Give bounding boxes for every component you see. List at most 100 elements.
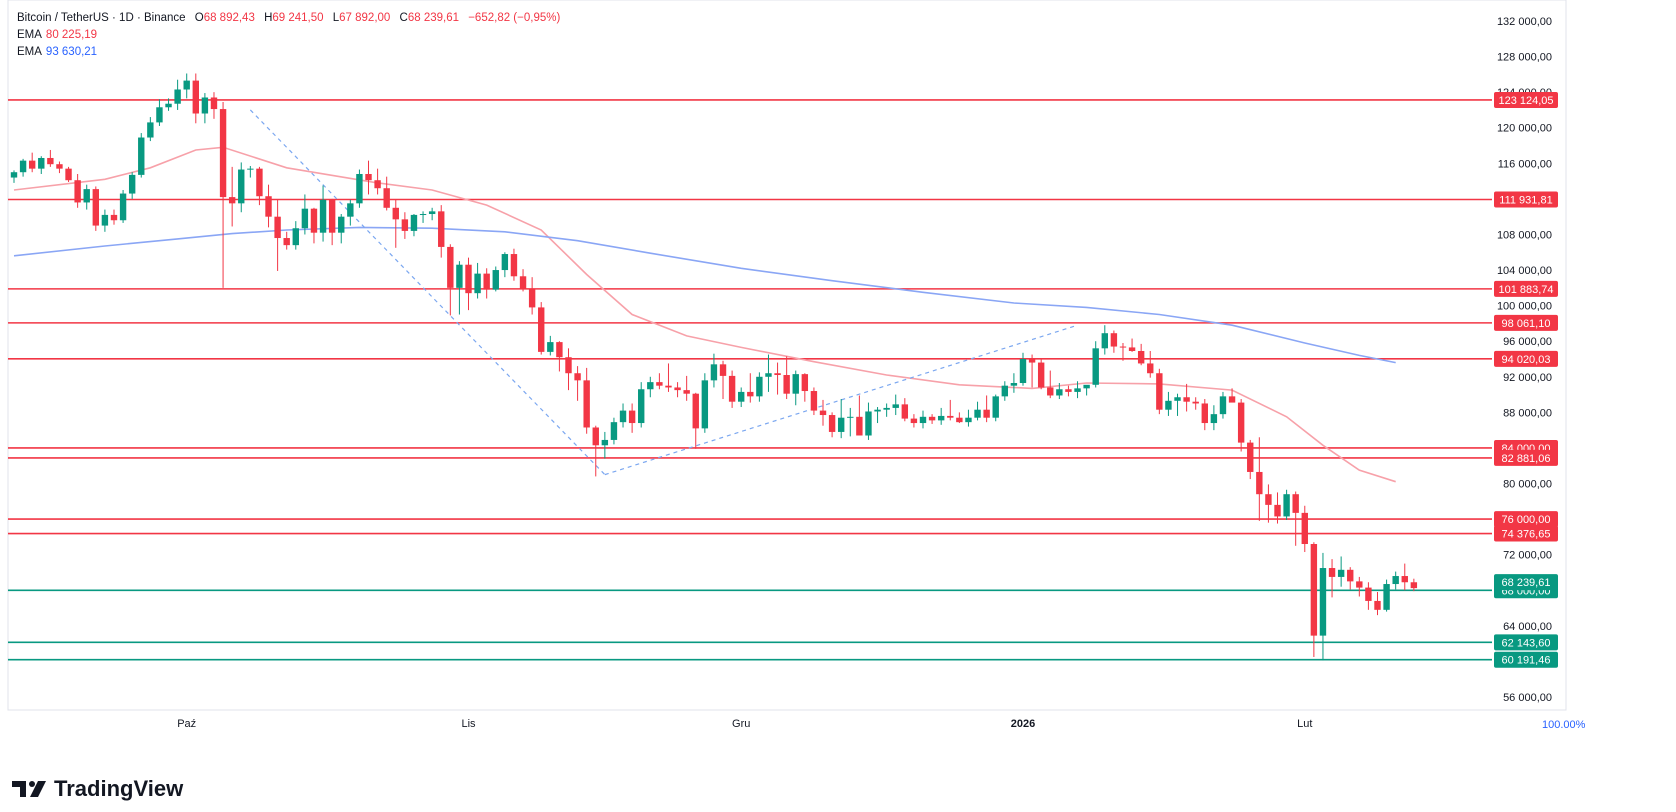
candle-body bbox=[165, 103, 172, 108]
candle bbox=[47, 149, 54, 167]
candle-body bbox=[756, 376, 763, 397]
ema-slow-line bbox=[13, 226, 1396, 364]
candle bbox=[138, 133, 145, 178]
candle bbox=[247, 165, 254, 178]
candle-body bbox=[965, 417, 972, 423]
candle-body bbox=[174, 89, 181, 104]
candle bbox=[238, 162, 245, 213]
level-label-bg bbox=[1494, 634, 1558, 651]
y-tick-label: 108 000,00 bbox=[1497, 229, 1552, 241]
candle bbox=[192, 73, 199, 124]
ema-slow-row[interactable]: EMA 93 630,21 bbox=[17, 44, 560, 61]
candle bbox=[92, 186, 100, 231]
candle bbox=[1328, 559, 1336, 598]
candle bbox=[1028, 354, 1036, 388]
y-tick-label: 132 000,00 bbox=[1497, 16, 1552, 28]
time-axis[interactable]: Paź Lis Gru 2026 Lut bbox=[177, 718, 1312, 730]
candle-body bbox=[38, 157, 45, 169]
candle-body bbox=[592, 427, 599, 446]
candle bbox=[765, 354, 772, 392]
candle bbox=[1110, 330, 1118, 353]
candle bbox=[1319, 552, 1327, 661]
ema-fast-row[interactable]: EMA 80 225,19 bbox=[17, 27, 560, 44]
candle bbox=[892, 394, 899, 416]
candle bbox=[419, 211, 427, 223]
candle-body bbox=[1019, 359, 1027, 384]
candle bbox=[583, 367, 590, 434]
candle bbox=[1065, 385, 1072, 397]
candle-body bbox=[201, 97, 209, 114]
candle bbox=[510, 248, 518, 281]
candle bbox=[383, 176, 390, 211]
close-label: C bbox=[399, 12, 408, 24]
candle bbox=[147, 117, 154, 142]
candle bbox=[556, 341, 563, 372]
candle-body bbox=[1319, 568, 1327, 636]
x-tick-label: 2026 bbox=[1011, 718, 1035, 730]
candle bbox=[974, 401, 981, 421]
candle-body bbox=[738, 391, 745, 402]
candle-body bbox=[1137, 350, 1145, 364]
candle bbox=[747, 373, 754, 403]
level-label: 62 143,60 bbox=[1502, 637, 1551, 649]
level-label: 98 061,10 bbox=[1502, 318, 1551, 330]
symbol-title[interactable]: Bitcoin / TetherUS · 1D · Binance bbox=[17, 12, 186, 24]
candle bbox=[174, 79, 181, 110]
ema-fast-label: EMA bbox=[17, 29, 42, 41]
candle-body bbox=[210, 97, 218, 110]
candle bbox=[865, 402, 872, 440]
ema-fast-value: 80 225,19 bbox=[45, 29, 98, 41]
candle bbox=[310, 207, 318, 244]
candle-body bbox=[765, 373, 772, 377]
candle-body bbox=[656, 382, 663, 386]
level-label-bg bbox=[1494, 651, 1558, 668]
level-label-bg bbox=[1494, 449, 1558, 466]
y-tick-label: 72 000,00 bbox=[1503, 550, 1552, 562]
candle bbox=[528, 277, 536, 315]
candle-body bbox=[692, 393, 699, 429]
candle-body bbox=[847, 416, 854, 418]
candle-body bbox=[247, 168, 254, 170]
candle bbox=[356, 169, 363, 208]
candle bbox=[501, 252, 509, 278]
candle bbox=[110, 209, 118, 225]
candle bbox=[119, 190, 127, 223]
candle bbox=[1292, 491, 1299, 546]
candle-body bbox=[519, 276, 527, 289]
candle-body bbox=[56, 164, 63, 169]
candle-body bbox=[810, 391, 818, 411]
candle bbox=[1147, 350, 1154, 378]
candle-body bbox=[719, 364, 727, 376]
level-label-bg bbox=[1494, 191, 1558, 208]
candle-body bbox=[492, 270, 499, 290]
candle-body bbox=[1274, 504, 1281, 517]
tradingview-logo[interactable]: TradingView bbox=[12, 776, 183, 802]
candle-body bbox=[483, 273, 490, 290]
candle bbox=[1192, 397, 1199, 410]
candle bbox=[56, 161, 63, 174]
candle-body bbox=[1283, 494, 1290, 517]
candlesticks bbox=[10, 73, 1418, 661]
candle-body bbox=[283, 238, 290, 246]
candle-body bbox=[1256, 471, 1263, 495]
candle-body bbox=[356, 173, 363, 204]
open-label: O bbox=[194, 12, 204, 24]
level-label-bg bbox=[1494, 350, 1558, 367]
candle bbox=[165, 98, 172, 111]
zoom-label[interactable]: 100.00% bbox=[1542, 719, 1586, 731]
candle-body bbox=[19, 160, 27, 173]
y-tick-label: 116 000,00 bbox=[1498, 158, 1552, 170]
candle-body bbox=[310, 208, 318, 233]
candle-body bbox=[438, 211, 445, 247]
low-label: L bbox=[332, 12, 340, 24]
candle-body bbox=[1292, 494, 1299, 513]
candle bbox=[519, 269, 527, 292]
y-tick-label: 96 000,00 bbox=[1503, 336, 1552, 348]
x-tick-label: Paź bbox=[177, 718, 196, 730]
candle bbox=[38, 156, 45, 174]
candle bbox=[256, 166, 263, 206]
level-label: 111 931,81 bbox=[1499, 195, 1552, 207]
candle bbox=[1156, 368, 1163, 415]
candle bbox=[183, 73, 190, 99]
